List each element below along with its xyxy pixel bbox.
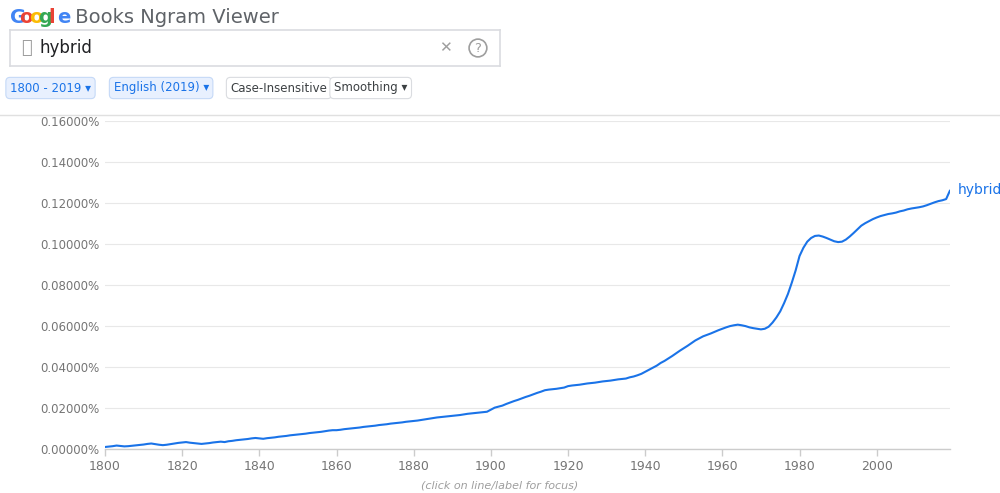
Text: l: l [48,8,55,27]
Text: ?: ? [475,41,481,55]
Text: (click on line/label for focus): (click on line/label for focus) [421,481,579,491]
Text: hybrid: hybrid [958,183,1000,198]
Text: o: o [29,8,42,27]
Text: English (2019) ▾: English (2019) ▾ [114,81,209,95]
Text: G: G [10,8,26,27]
Text: g: g [38,8,52,27]
Text: 1800 - 2019 ▾: 1800 - 2019 ▾ [10,81,91,95]
Text: o: o [20,8,33,27]
Text: Books Ngram Viewer: Books Ngram Viewer [69,8,279,27]
Text: e: e [58,8,71,27]
Text: Case-Insensitive: Case-Insensitive [230,81,327,95]
Text: ⌕: ⌕ [21,39,32,57]
Text: ✕: ✕ [439,40,451,56]
Text: Smoothing ▾: Smoothing ▾ [334,81,407,95]
Text: hybrid: hybrid [39,39,92,57]
